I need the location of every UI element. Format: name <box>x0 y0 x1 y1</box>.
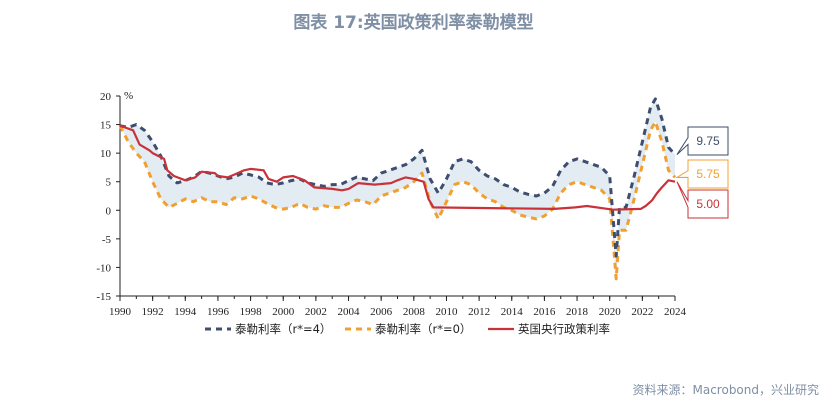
x-tick-label: 1998 <box>240 306 263 318</box>
callout-box <box>676 181 729 219</box>
y-unit-label: % <box>124 90 133 102</box>
legend-label: 英国央行政策利率 <box>518 322 610 336</box>
x-tick-label: 1990 <box>109 306 132 318</box>
legend-item-boe: 英国央行政策利率 <box>488 322 610 336</box>
legend: 泰勒利率（r*=4） 泰勒利率（r*=0） 英国央行政策利率 <box>205 322 610 336</box>
series-layer <box>118 97 677 281</box>
x-tick-label: 2004 <box>338 306 361 318</box>
x-tick-label: 2014 <box>501 306 524 318</box>
x-tick-label: 2006 <box>370 306 393 318</box>
x-tick-label: 2012 <box>468 306 490 318</box>
x-tick-label: 1996 <box>207 306 230 318</box>
x-tick-label: 2016 <box>533 306 556 318</box>
y-tick-label: 5 <box>106 177 112 189</box>
callout-r0: 5.75 <box>675 159 729 189</box>
y-tick-label: 10 <box>100 148 112 160</box>
legend-item-r4: 泰勒利率（r*=4） <box>205 322 331 336</box>
x-tick-label: 2008 <box>403 306 426 318</box>
x-tick-label: 2018 <box>566 306 589 318</box>
series-line-r0 <box>118 120 677 281</box>
x-tick-label: 2022 <box>631 306 653 318</box>
y-tick-label: 0 <box>106 205 112 217</box>
x-tick-label: 2020 <box>599 306 622 318</box>
legend-label: 泰勒利率（r*=4） <box>235 322 331 336</box>
y-tick-label: -15 <box>96 291 111 303</box>
x-tick-label: 2002 <box>305 306 327 318</box>
callout-value: 9.75 <box>696 134 720 148</box>
callout-box <box>676 126 729 156</box>
callout-r4: 9.75 <box>676 126 729 156</box>
y-tick-label: -5 <box>102 234 112 246</box>
series-line-r4 <box>119 97 677 258</box>
y-tick-label: -10 <box>96 262 111 274</box>
y-tick-label: 15 <box>100 120 112 132</box>
y-tick-label: 20 <box>100 91 112 103</box>
callout-boe: 5.00 <box>676 181 729 219</box>
x-tick-label: 2024 <box>664 306 687 318</box>
series-line-boe <box>119 124 676 211</box>
callout-layer: 9.75 5.75 5.00 <box>675 126 729 219</box>
x-tick-label: 2010 <box>435 306 458 318</box>
x-tick-label: 1994 <box>174 306 197 318</box>
callout-value: 5.00 <box>696 197 720 211</box>
chart-title: 图表 17:英国政策利率泰勒模型 <box>293 13 534 33</box>
legend-item-r0: 泰勒利率（r*=0） <box>345 322 471 336</box>
axes-layer: 20 15 10 5 0 -5 -10 -15% 1990 1992 1994 1996 1998 200… <box>96 90 686 318</box>
x-tick-label: 1992 <box>142 306 164 318</box>
source-note: 资料来源：Macrobond，兴业研究 <box>632 383 820 397</box>
callout-box <box>675 159 729 189</box>
callout-value: 5.75 <box>696 167 720 181</box>
legend-label: 泰勒利率（r*=0） <box>375 322 471 336</box>
x-tick-label: 2000 <box>272 306 295 318</box>
